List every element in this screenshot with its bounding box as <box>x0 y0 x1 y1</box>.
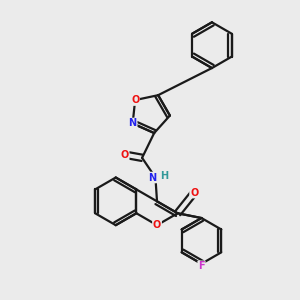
Text: O: O <box>153 220 161 230</box>
Text: O: O <box>190 188 198 198</box>
Text: H: H <box>160 171 168 181</box>
Text: N: N <box>129 118 137 128</box>
Text: N: N <box>148 172 156 182</box>
Text: O: O <box>121 150 129 160</box>
Text: F: F <box>198 261 205 271</box>
Text: O: O <box>131 95 139 105</box>
